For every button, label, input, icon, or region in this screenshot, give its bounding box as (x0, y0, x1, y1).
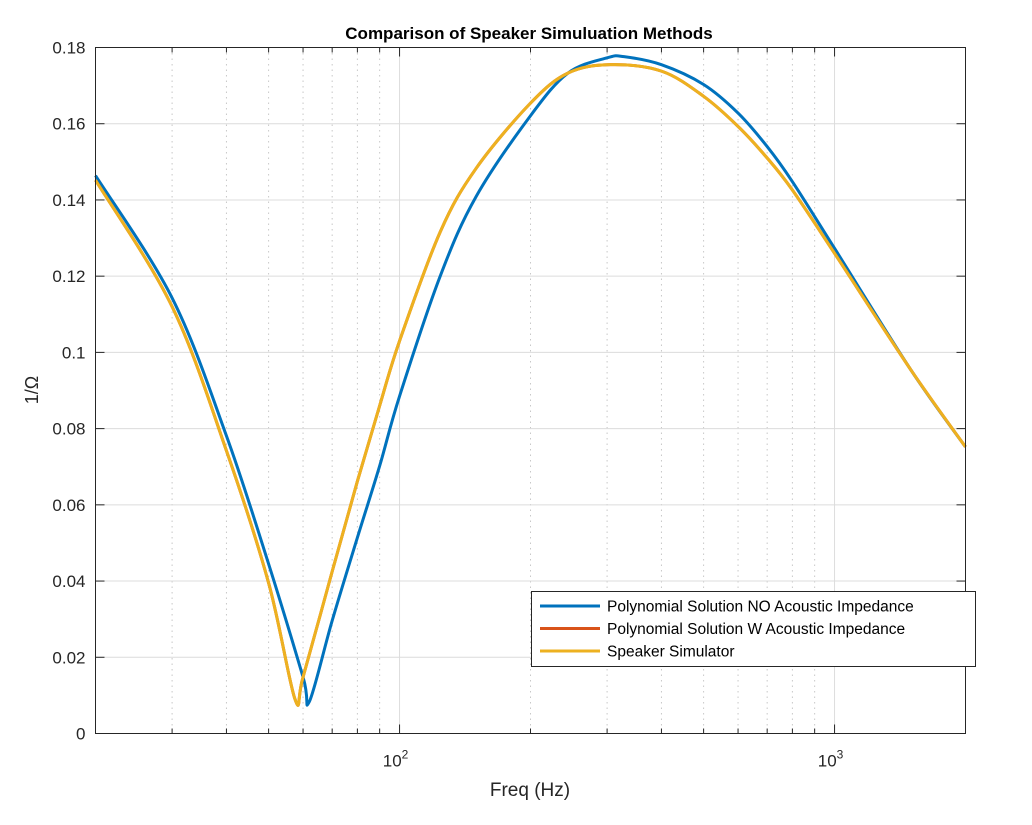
legend-label: Polynomial Solution NO Acoustic Impedanc… (607, 599, 914, 616)
y-tick-label: 0.02 (52, 648, 85, 667)
y-tick-label: 0.04 (52, 572, 85, 591)
y-axis-label: 1/Ω (22, 376, 42, 404)
x-axis-label: Freq (Hz) (490, 780, 570, 801)
y-tick-label: 0.18 (52, 39, 85, 58)
y-tick-label: 0.1 (62, 343, 86, 362)
y-tick-label: 0 (76, 725, 85, 744)
series-lines (94, 54, 967, 707)
legend-box (531, 591, 976, 667)
legend: Polynomial Solution NO Acoustic Impedanc… (531, 591, 976, 667)
x-tick-label: 102 (383, 748, 409, 771)
series-line-3 (94, 63, 967, 707)
legend-label: Polynomial Solution W Acoustic Impedance (607, 621, 905, 638)
y-tick-label: 0.08 (52, 420, 85, 439)
y-tick-label: 0.12 (52, 267, 85, 286)
chart-title: Comparison of Speaker Simuluation Method… (345, 24, 712, 43)
y-tick-label: 0.14 (52, 191, 85, 210)
y-tick-label: 0.16 (52, 115, 85, 134)
legend-label: Speaker Simulator (607, 644, 735, 661)
grid (95, 47, 966, 734)
ticks: 102 103 0 0.02 0.04 0.06 0.08 0.1 0.12 0.14 0.16 0.… (52, 39, 966, 771)
x-tick-exponent: 3 (837, 748, 844, 762)
series-line-1 (94, 54, 967, 707)
x-tick-exponent: 2 (402, 748, 409, 762)
x-tick-label: 103 (818, 748, 844, 771)
y-tick-label: 0.06 (52, 496, 85, 515)
